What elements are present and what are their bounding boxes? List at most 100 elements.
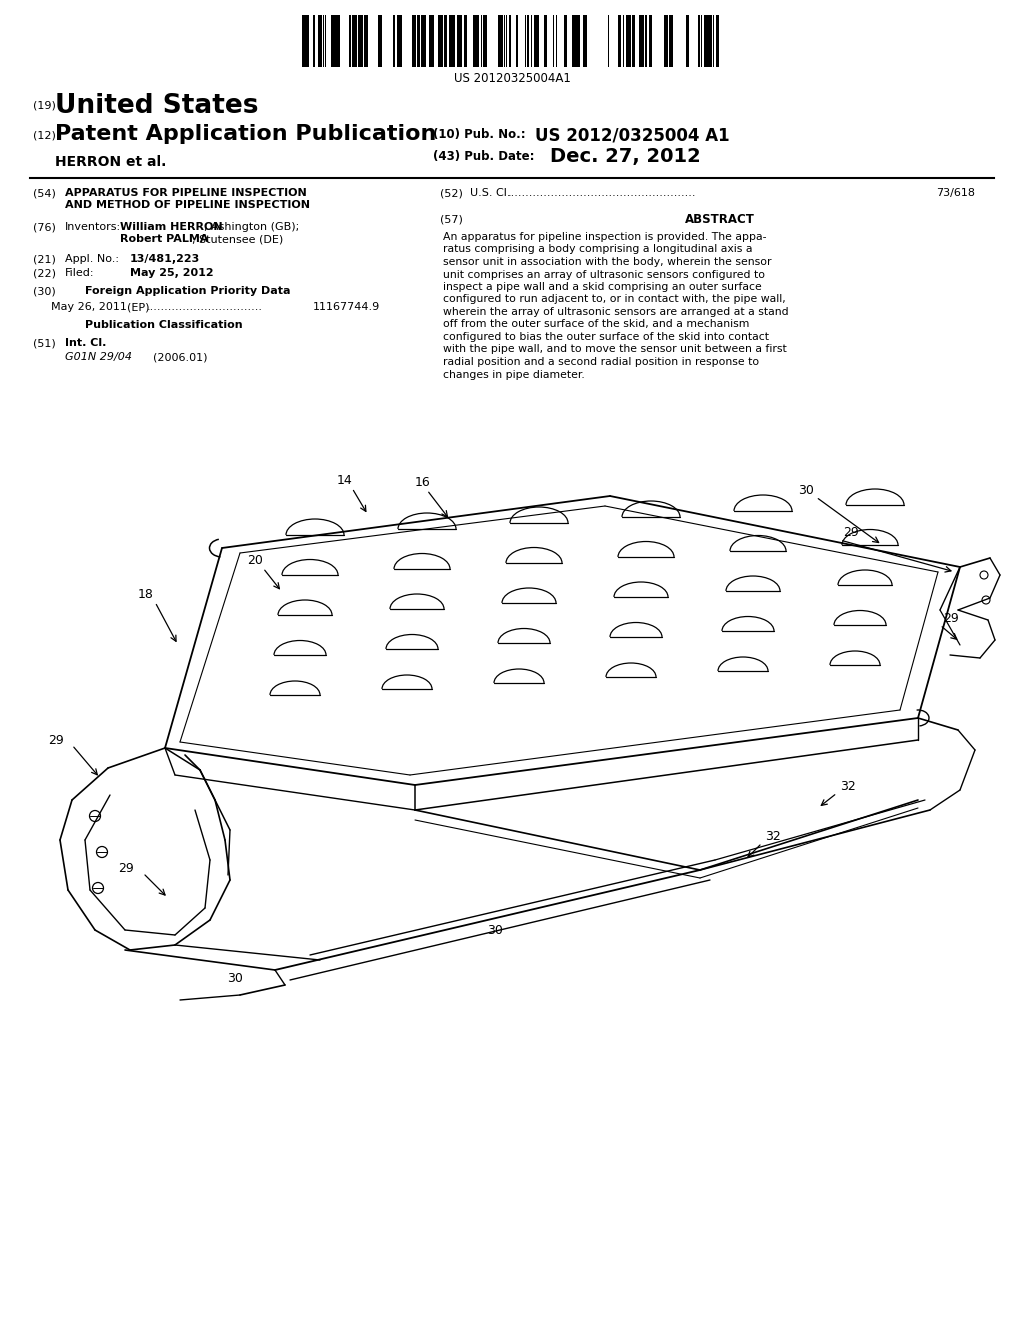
Text: William HERRON: William HERRON bbox=[120, 222, 222, 232]
Bar bbox=[464, 15, 467, 67]
Bar bbox=[669, 15, 673, 67]
Bar bbox=[473, 15, 475, 67]
Text: Foreign Application Priority Data: Foreign Application Priority Data bbox=[85, 286, 291, 296]
Text: (EP): (EP) bbox=[127, 302, 150, 312]
Bar bbox=[498, 15, 503, 67]
Text: Int. Cl.: Int. Cl. bbox=[65, 338, 106, 348]
Bar bbox=[444, 15, 447, 67]
Bar bbox=[509, 15, 511, 67]
Text: ratus comprising a body comprising a longitudinal axis a: ratus comprising a body comprising a lon… bbox=[443, 244, 753, 255]
Text: Robert PALMA: Robert PALMA bbox=[120, 234, 209, 244]
Bar bbox=[331, 15, 336, 67]
Bar bbox=[649, 15, 652, 67]
Text: May 26, 2011: May 26, 2011 bbox=[51, 302, 127, 312]
Text: configured to run adjacent to, or in contact with, the pipe wall,: configured to run adjacent to, or in con… bbox=[443, 294, 785, 305]
Text: Patent Application Publication: Patent Application Publication bbox=[55, 124, 436, 144]
Bar bbox=[318, 15, 322, 67]
Bar bbox=[483, 15, 487, 67]
Text: 18: 18 bbox=[138, 589, 154, 602]
Bar bbox=[336, 15, 340, 67]
Text: US 20120325004A1: US 20120325004A1 bbox=[454, 73, 570, 84]
Text: (76): (76) bbox=[33, 222, 56, 232]
Bar bbox=[572, 15, 575, 67]
Text: 20: 20 bbox=[247, 553, 263, 566]
Text: off from the outer surface of the skid, and a mechanism: off from the outer surface of the skid, … bbox=[443, 319, 750, 330]
Bar bbox=[421, 15, 426, 67]
Text: wherein the array of ultrasonic sensors are arranged at a stand: wherein the array of ultrasonic sensors … bbox=[443, 308, 788, 317]
Text: 32: 32 bbox=[765, 829, 780, 842]
Text: sensor unit in association with the body, wherein the sensor: sensor unit in association with the body… bbox=[443, 257, 771, 267]
Text: (51): (51) bbox=[33, 338, 55, 348]
Text: ....................................................: ........................................… bbox=[508, 187, 696, 198]
Text: (2006.01): (2006.01) bbox=[153, 352, 208, 362]
Text: 14: 14 bbox=[337, 474, 352, 487]
Bar bbox=[705, 15, 709, 67]
Text: , Ashington (GB);: , Ashington (GB); bbox=[204, 222, 299, 232]
Text: May 25, 2012: May 25, 2012 bbox=[130, 268, 214, 279]
Bar bbox=[626, 15, 631, 67]
Bar bbox=[412, 15, 416, 67]
Text: (52): (52) bbox=[440, 187, 463, 198]
Text: , Stutensee (DE): , Stutensee (DE) bbox=[193, 234, 284, 244]
Bar bbox=[645, 15, 647, 67]
Text: 30: 30 bbox=[487, 924, 503, 936]
Bar bbox=[475, 15, 479, 67]
Bar bbox=[429, 15, 434, 67]
Text: U.S. Cl.: U.S. Cl. bbox=[470, 187, 511, 198]
Bar bbox=[583, 15, 587, 67]
Bar bbox=[527, 15, 529, 67]
Bar bbox=[358, 15, 362, 67]
Text: AND METHOD OF PIPELINE INSPECTION: AND METHOD OF PIPELINE INSPECTION bbox=[65, 201, 310, 210]
Bar bbox=[709, 15, 712, 67]
Text: United States: United States bbox=[55, 92, 258, 119]
Text: Publication Classification: Publication Classification bbox=[85, 319, 243, 330]
Bar bbox=[302, 15, 307, 67]
Text: configured to bias the outer surface of the skid into contact: configured to bias the outer surface of … bbox=[443, 333, 769, 342]
Bar bbox=[364, 15, 368, 67]
Text: 29: 29 bbox=[943, 611, 958, 624]
Bar bbox=[534, 15, 539, 67]
Text: Inventors:: Inventors: bbox=[65, 222, 121, 232]
Text: radial position and a second radial position in response to: radial position and a second radial posi… bbox=[443, 356, 759, 367]
Bar bbox=[349, 15, 351, 67]
Text: (21): (21) bbox=[33, 253, 56, 264]
Text: 29: 29 bbox=[843, 527, 859, 540]
Bar bbox=[378, 15, 382, 67]
Bar bbox=[457, 15, 462, 67]
Bar bbox=[716, 15, 719, 67]
Text: (22): (22) bbox=[33, 268, 56, 279]
Text: 29: 29 bbox=[48, 734, 63, 747]
Bar bbox=[664, 15, 667, 67]
Text: (30): (30) bbox=[33, 286, 55, 296]
Bar bbox=[564, 15, 567, 67]
Bar bbox=[575, 15, 580, 67]
Bar bbox=[639, 15, 644, 67]
Bar bbox=[352, 15, 357, 67]
Bar bbox=[438, 15, 443, 67]
Text: changes in pipe diameter.: changes in pipe diameter. bbox=[443, 370, 585, 380]
Bar bbox=[307, 15, 309, 67]
Text: Dec. 27, 2012: Dec. 27, 2012 bbox=[550, 147, 700, 166]
Bar bbox=[393, 15, 395, 67]
Text: (10) Pub. No.:: (10) Pub. No.: bbox=[433, 128, 525, 141]
Text: ................................: ................................ bbox=[147, 302, 263, 312]
Text: An apparatus for pipeline inspection is provided. The appa-: An apparatus for pipeline inspection is … bbox=[443, 232, 767, 242]
Text: G01N 29/04: G01N 29/04 bbox=[65, 352, 132, 362]
Bar bbox=[632, 15, 635, 67]
Text: HERRON et al.: HERRON et al. bbox=[55, 154, 166, 169]
Text: (19): (19) bbox=[33, 100, 56, 110]
Text: 73/618: 73/618 bbox=[936, 187, 975, 198]
Text: APPARATUS FOR PIPELINE INSPECTION: APPARATUS FOR PIPELINE INSPECTION bbox=[65, 187, 307, 198]
Bar bbox=[618, 15, 621, 67]
Bar bbox=[516, 15, 518, 67]
Text: Appl. No.:: Appl. No.: bbox=[65, 253, 119, 264]
Text: ABSTRACT: ABSTRACT bbox=[685, 213, 755, 226]
Text: 11167744.9: 11167744.9 bbox=[313, 302, 380, 312]
Text: 32: 32 bbox=[840, 780, 856, 792]
Text: 13/481,223: 13/481,223 bbox=[130, 253, 201, 264]
Bar bbox=[449, 15, 452, 67]
Text: (54): (54) bbox=[33, 187, 56, 198]
Text: (12): (12) bbox=[33, 129, 56, 140]
Text: 30: 30 bbox=[798, 483, 814, 496]
Text: 29: 29 bbox=[118, 862, 134, 874]
